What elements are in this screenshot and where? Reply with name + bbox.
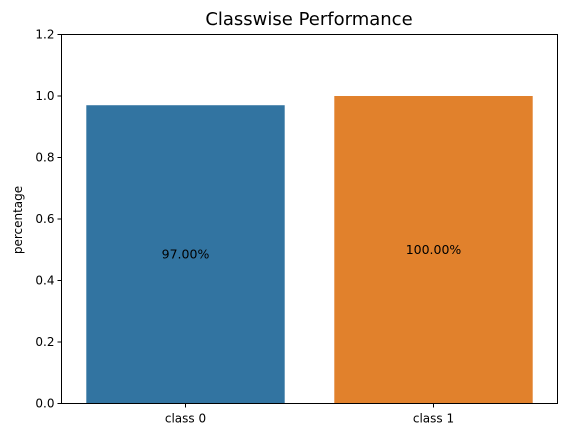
bar-class-0: [86, 105, 285, 404]
y-tick-label: 0.6: [35, 212, 54, 226]
y-axis: 0.0 0.2 0.4 0.6 0.8 1.0 1.2: [35, 28, 62, 411]
plot-frame: [61, 34, 558, 404]
y-tick-label: 0.4: [35, 274, 54, 288]
y-tick-label: 0.8: [35, 151, 54, 165]
y-tick-label: 0.2: [35, 335, 54, 349]
bars-group: [86, 96, 533, 404]
bar-data-label: 100.00%: [406, 242, 462, 257]
x-axis: class 0 class 1: [165, 403, 454, 426]
y-axis-label: percentage: [11, 186, 25, 254]
data-labels-group: 97.00% 100.00%: [162, 242, 462, 262]
chart-title: Classwise Performance: [205, 9, 412, 30]
y-tick-label: 0.0: [35, 397, 54, 411]
x-tick-label: class 0: [165, 412, 206, 426]
y-tick-label: 1.0: [35, 89, 54, 103]
x-tick-label: class 1: [413, 412, 454, 426]
y-tick-label: 1.2: [35, 28, 54, 42]
bar-data-label: 97.00%: [162, 246, 210, 261]
bar-class-1: [334, 96, 533, 404]
